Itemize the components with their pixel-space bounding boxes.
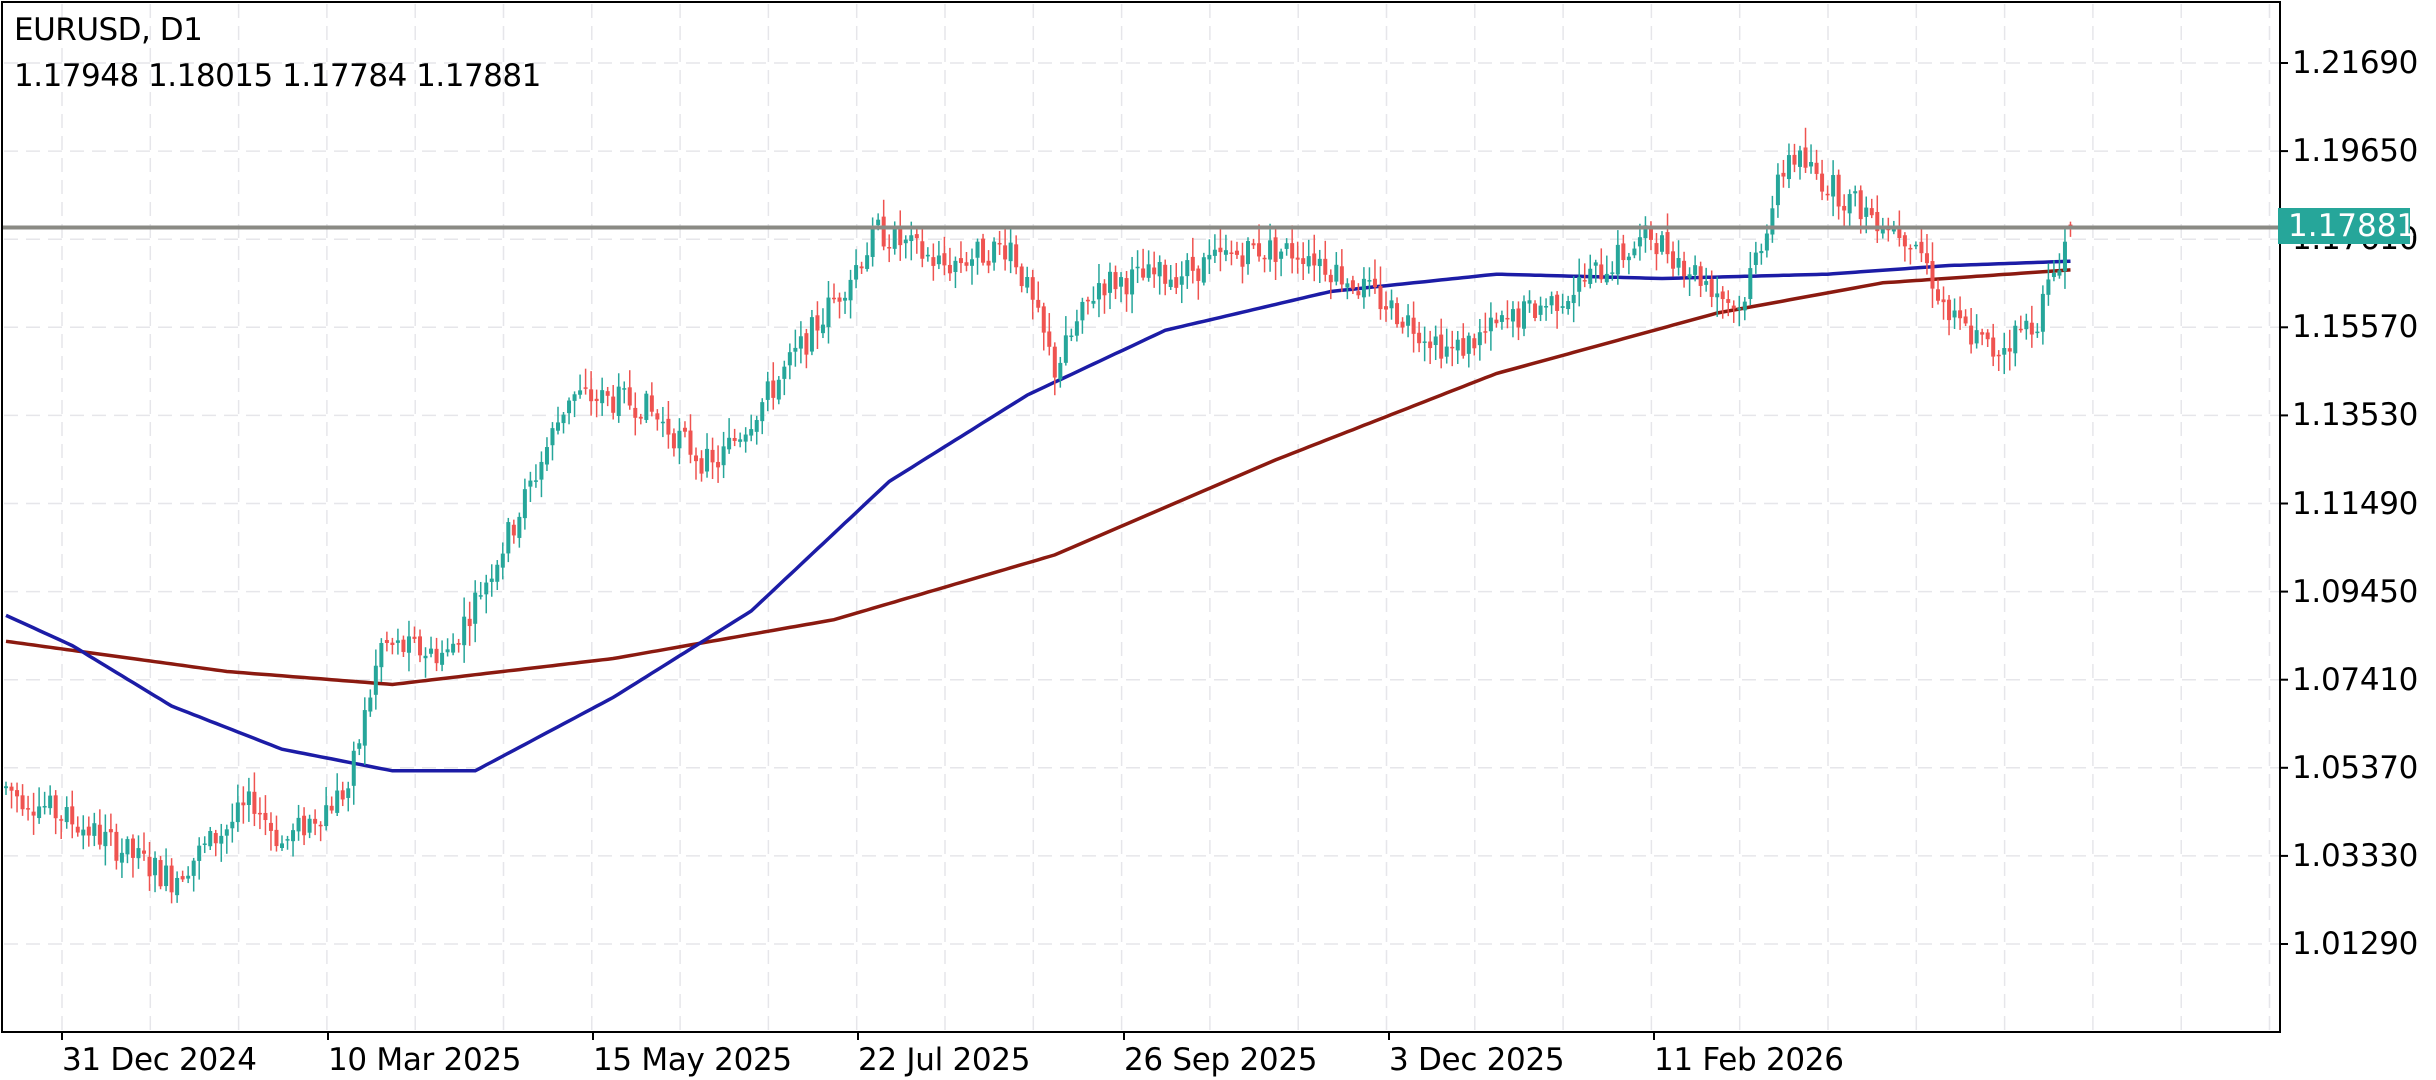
moving-average-fast-line — [5, 259, 2071, 773]
price-axis-label: 1.01290 — [2292, 926, 2419, 962]
time-axis-label: 10 Mar 2025 — [328, 1042, 522, 1078]
time-axis-label: 26 Sep 2025 — [1124, 1042, 1318, 1078]
time-axis-label: 22 Jul 2025 — [858, 1042, 1031, 1078]
current-price-tag: 1.17881 — [2278, 208, 2416, 244]
price-axis-label: 1.19650 — [2292, 133, 2419, 170]
symbol-timeframe-label: EURUSD, D1 — [14, 12, 203, 48]
price-axis-label: 1.21690 — [2292, 45, 2419, 81]
ohlc-values: 1.17948 1.18015 1.17784 1.17881 — [14, 58, 541, 94]
chart-frame — [1, 1, 2281, 1033]
price-axis-label: 1.15570 — [2292, 309, 2419, 346]
price-axis-label: 1.03330 — [2292, 837, 2419, 874]
time-axis-label: 11 Feb 2026 — [1654, 1042, 1844, 1078]
candlestick-series — [4, 127, 2073, 904]
price-axis-label: 1.07410 — [2292, 661, 2419, 698]
axis-ticks — [61, 62, 2288, 1040]
time-axis-label: 3 Dec 2025 — [1389, 1042, 1565, 1078]
price-axis-label: 1.13530 — [2292, 397, 2419, 434]
price-axis-label: 1.11490 — [2292, 485, 2419, 522]
moving-average-slow-line — [5, 268, 2071, 687]
time-axis-label: 31 Dec 2024 — [62, 1042, 257, 1078]
time-axis-label: 15 May 2025 — [593, 1042, 792, 1078]
price-axis-label: 1.09450 — [2292, 573, 2419, 610]
price-axis-label: 1.05370 — [2292, 749, 2419, 786]
grid-lines — [4, 4, 2280, 1032]
